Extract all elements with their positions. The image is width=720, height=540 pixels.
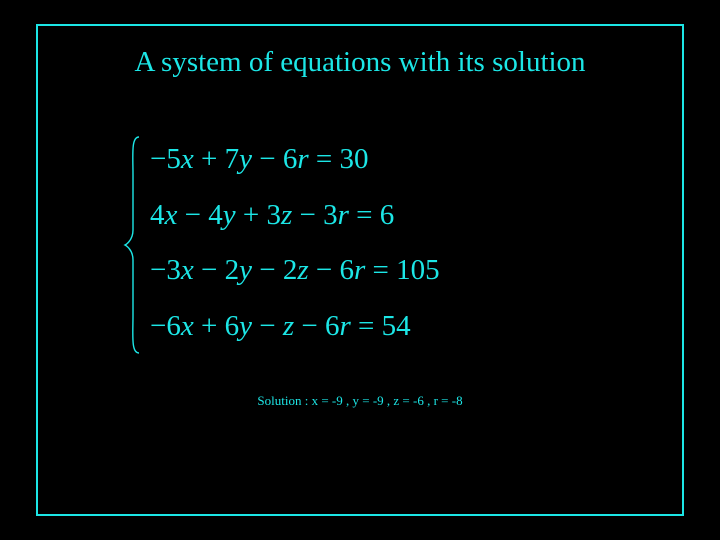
- equation-3: −3x − 2y − 2z − 6r = 105: [150, 252, 440, 290]
- solution-line: Solution : x = -9 , y = -9 , z = -6 , r …: [38, 393, 682, 409]
- equation-list: −5x + 7y − 6r = 30 4x − 4y + 3z − 3r = 6…: [142, 135, 440, 355]
- equation-system: −5x + 7y − 6r = 30 4x − 4y + 3z − 3r = 6…: [122, 135, 682, 355]
- content-frame: A system of equations with its solution …: [36, 24, 684, 516]
- left-brace-icon: [122, 135, 142, 355]
- equation-2: 4x − 4y + 3z − 3r = 6: [150, 197, 440, 235]
- equation-1: −5x + 7y − 6r = 30: [150, 141, 440, 179]
- equation-4: −6x + 6y − z − 6r = 54: [150, 308, 440, 346]
- page-title: A system of equations with its solution: [38, 46, 682, 79]
